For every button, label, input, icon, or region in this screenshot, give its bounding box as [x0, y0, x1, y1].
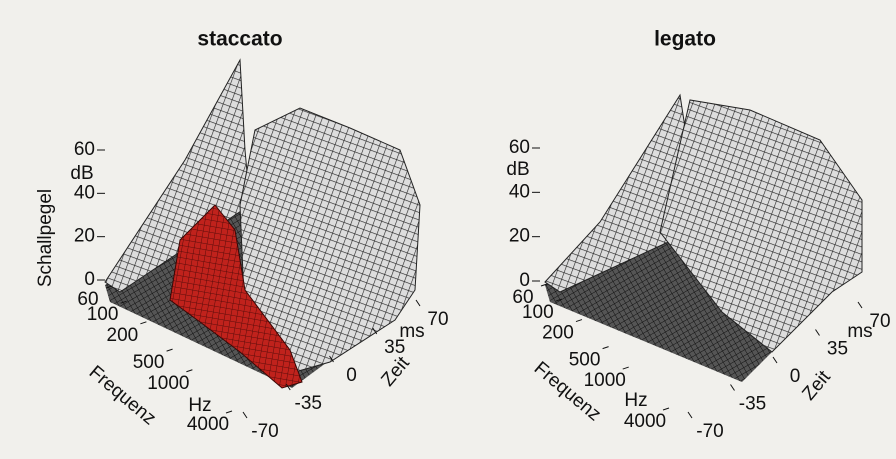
y-tick-label: -35 [739, 394, 766, 415]
panel-title: legato [654, 28, 716, 51]
x-tick [622, 366, 629, 370]
x-tick [120, 300, 127, 304]
y-tick-label: -70 [696, 421, 723, 442]
x-tick [186, 369, 193, 373]
x-tick-label: 60 [512, 287, 533, 308]
x-tick-label: 200 [107, 325, 139, 346]
x-tick-label: 100 [87, 304, 119, 325]
x-tick-label: 500 [133, 352, 165, 373]
z-tick-label: 40 [509, 181, 530, 202]
y-tick [372, 327, 378, 335]
x-tick [540, 283, 548, 287]
x-unit: Hz [188, 395, 211, 416]
y-tick [815, 329, 820, 336]
z-tick-label: 20 [74, 226, 95, 247]
y-tick-label: 0 [790, 366, 801, 387]
z-tick-label: 0 [84, 269, 95, 290]
y-tick [687, 411, 693, 419]
y-tick [329, 355, 334, 363]
x-tick [166, 348, 173, 352]
y-tick-label: 35 [384, 337, 405, 358]
x-tick [602, 346, 609, 350]
z-unit: dB [70, 163, 93, 184]
x-tick-label: 60 [77, 289, 98, 310]
x-tick [662, 407, 670, 411]
y-tick-label: 0 [346, 365, 357, 386]
x-tick [225, 410, 233, 414]
surface-staccato [104, 58, 421, 389]
z-tick-label: 60 [74, 139, 95, 160]
y-tick-label: 35 [827, 339, 848, 360]
y-unit: ms [399, 321, 424, 342]
y-tick [857, 301, 863, 309]
y-tick [730, 384, 735, 391]
y-tick [415, 299, 421, 307]
x-tick [575, 319, 583, 323]
y-tick [772, 356, 778, 364]
x-tick-label: 1000 [147, 373, 189, 394]
x-tick-label: 100 [522, 302, 554, 323]
x-tick-label: 200 [542, 323, 574, 344]
x-tick-label: 1000 [584, 370, 626, 391]
x-unit: Hz [624, 390, 647, 411]
z-axis-label: Schallpegel [35, 189, 56, 287]
x-tick [105, 285, 113, 289]
y-tick [242, 411, 248, 419]
y-tick [285, 383, 291, 391]
x-tick [140, 321, 147, 325]
z-tick-label: 60 [509, 137, 530, 158]
panel-title: staccato [197, 28, 282, 51]
z-unit: dB [506, 159, 529, 180]
x-tick-label: 4000 [187, 414, 229, 435]
z-tick-label: 40 [74, 182, 95, 203]
x-tick-label: 4000 [624, 411, 666, 432]
y-tick-label: 70 [427, 309, 448, 330]
y-tick-label: 70 [869, 311, 890, 332]
y-unit: ms [847, 321, 872, 342]
z-tick-label: 0 [519, 270, 530, 291]
z-tick-label: 20 [509, 226, 530, 247]
x-tick-label: 500 [569, 350, 601, 371]
y-tick-label: -35 [295, 393, 322, 414]
y-tick-label: -70 [251, 421, 278, 442]
surface-legato [544, 93, 863, 382]
x-tick [555, 298, 562, 302]
